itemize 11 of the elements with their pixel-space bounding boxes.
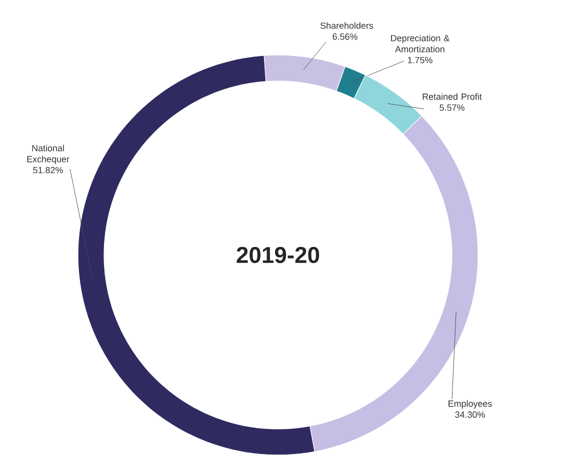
slice-label: Retained Profit (422, 93, 482, 100)
slice-label: Depreciation & Amortization (391, 34, 450, 52)
slice-label: National Exchequer (27, 144, 70, 164)
data-label: 5.57% (440, 104, 464, 111)
slice-label: Shareholders (320, 22, 374, 29)
data-label: 1.75% (408, 56, 432, 64)
slice-label: Employees (448, 400, 492, 409)
data-label: 34.30% (455, 411, 485, 418)
data-label: 6.56% (332, 33, 358, 40)
data-label: 51.82% (33, 166, 63, 174)
text: 2019-20 (236, 246, 320, 264)
